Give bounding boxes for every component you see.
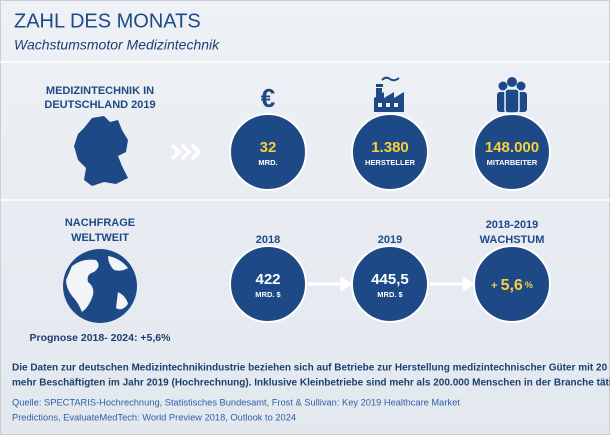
people-icon [497,77,527,114]
germany-map [74,116,128,186]
value-circle: 422 MRD. $ [229,245,307,323]
sign: + [491,280,497,292]
value-circle: 148.000 MITARBEITER [473,113,551,191]
title: ZAHL DES MONATS [14,10,201,32]
value: 422 [255,271,280,288]
row-label: WELTWEIT [71,232,129,244]
factory-icon [374,76,404,112]
globe [63,249,137,323]
note: Die Daten zur deutschen Medizintechnikin… [12,363,610,374]
subtitle: Wachstumsmotor Medizintechnik [14,37,220,53]
value-circle: 32 MRD. [229,113,307,191]
value: 5,6 [501,277,523,294]
unit: MITARBEITER [487,158,538,167]
growth: +5,6% [491,277,533,294]
arrows [308,276,475,292]
source: Predictions, EvaluateMedTech: World Prev… [12,412,296,422]
note: mehr Beschäftigten im Jahr 2019 (Hochrec… [12,378,610,389]
unit: MRD. $ [377,290,403,299]
source: Quelle: SPECTARIS-Hochrechnung, Statisti… [12,397,460,407]
unit: HERSTELLER [365,158,416,167]
row-label: NACHFRAGE [65,217,135,229]
value-circle: 1.380 HERSTELLER [351,113,429,191]
unit: % [525,280,533,290]
value: 148.000 [485,139,539,156]
unit: MRD. $ [255,290,281,299]
chevrons [170,143,202,161]
value: 32 [260,139,277,156]
forecast: Prognose 2018- 2024: +5,6% [30,332,172,344]
value: 1.380 [371,139,409,156]
value-circle: +5,6% [473,245,551,323]
heading: 2018-2019 [486,219,539,231]
value: 445,5 [371,271,409,288]
row-label: MEDIZINTECHNIK IN [46,85,154,97]
unit: MRD. [258,158,277,167]
row-label: DEUTSCHLAND 2019 [44,99,155,111]
heading: 2018 [256,234,280,246]
value-circle: 445,5 MRD. $ [351,245,429,323]
euro-icon: € [261,83,275,113]
heading: WACHSTUM [480,234,545,246]
heading: 2019 [378,234,402,246]
